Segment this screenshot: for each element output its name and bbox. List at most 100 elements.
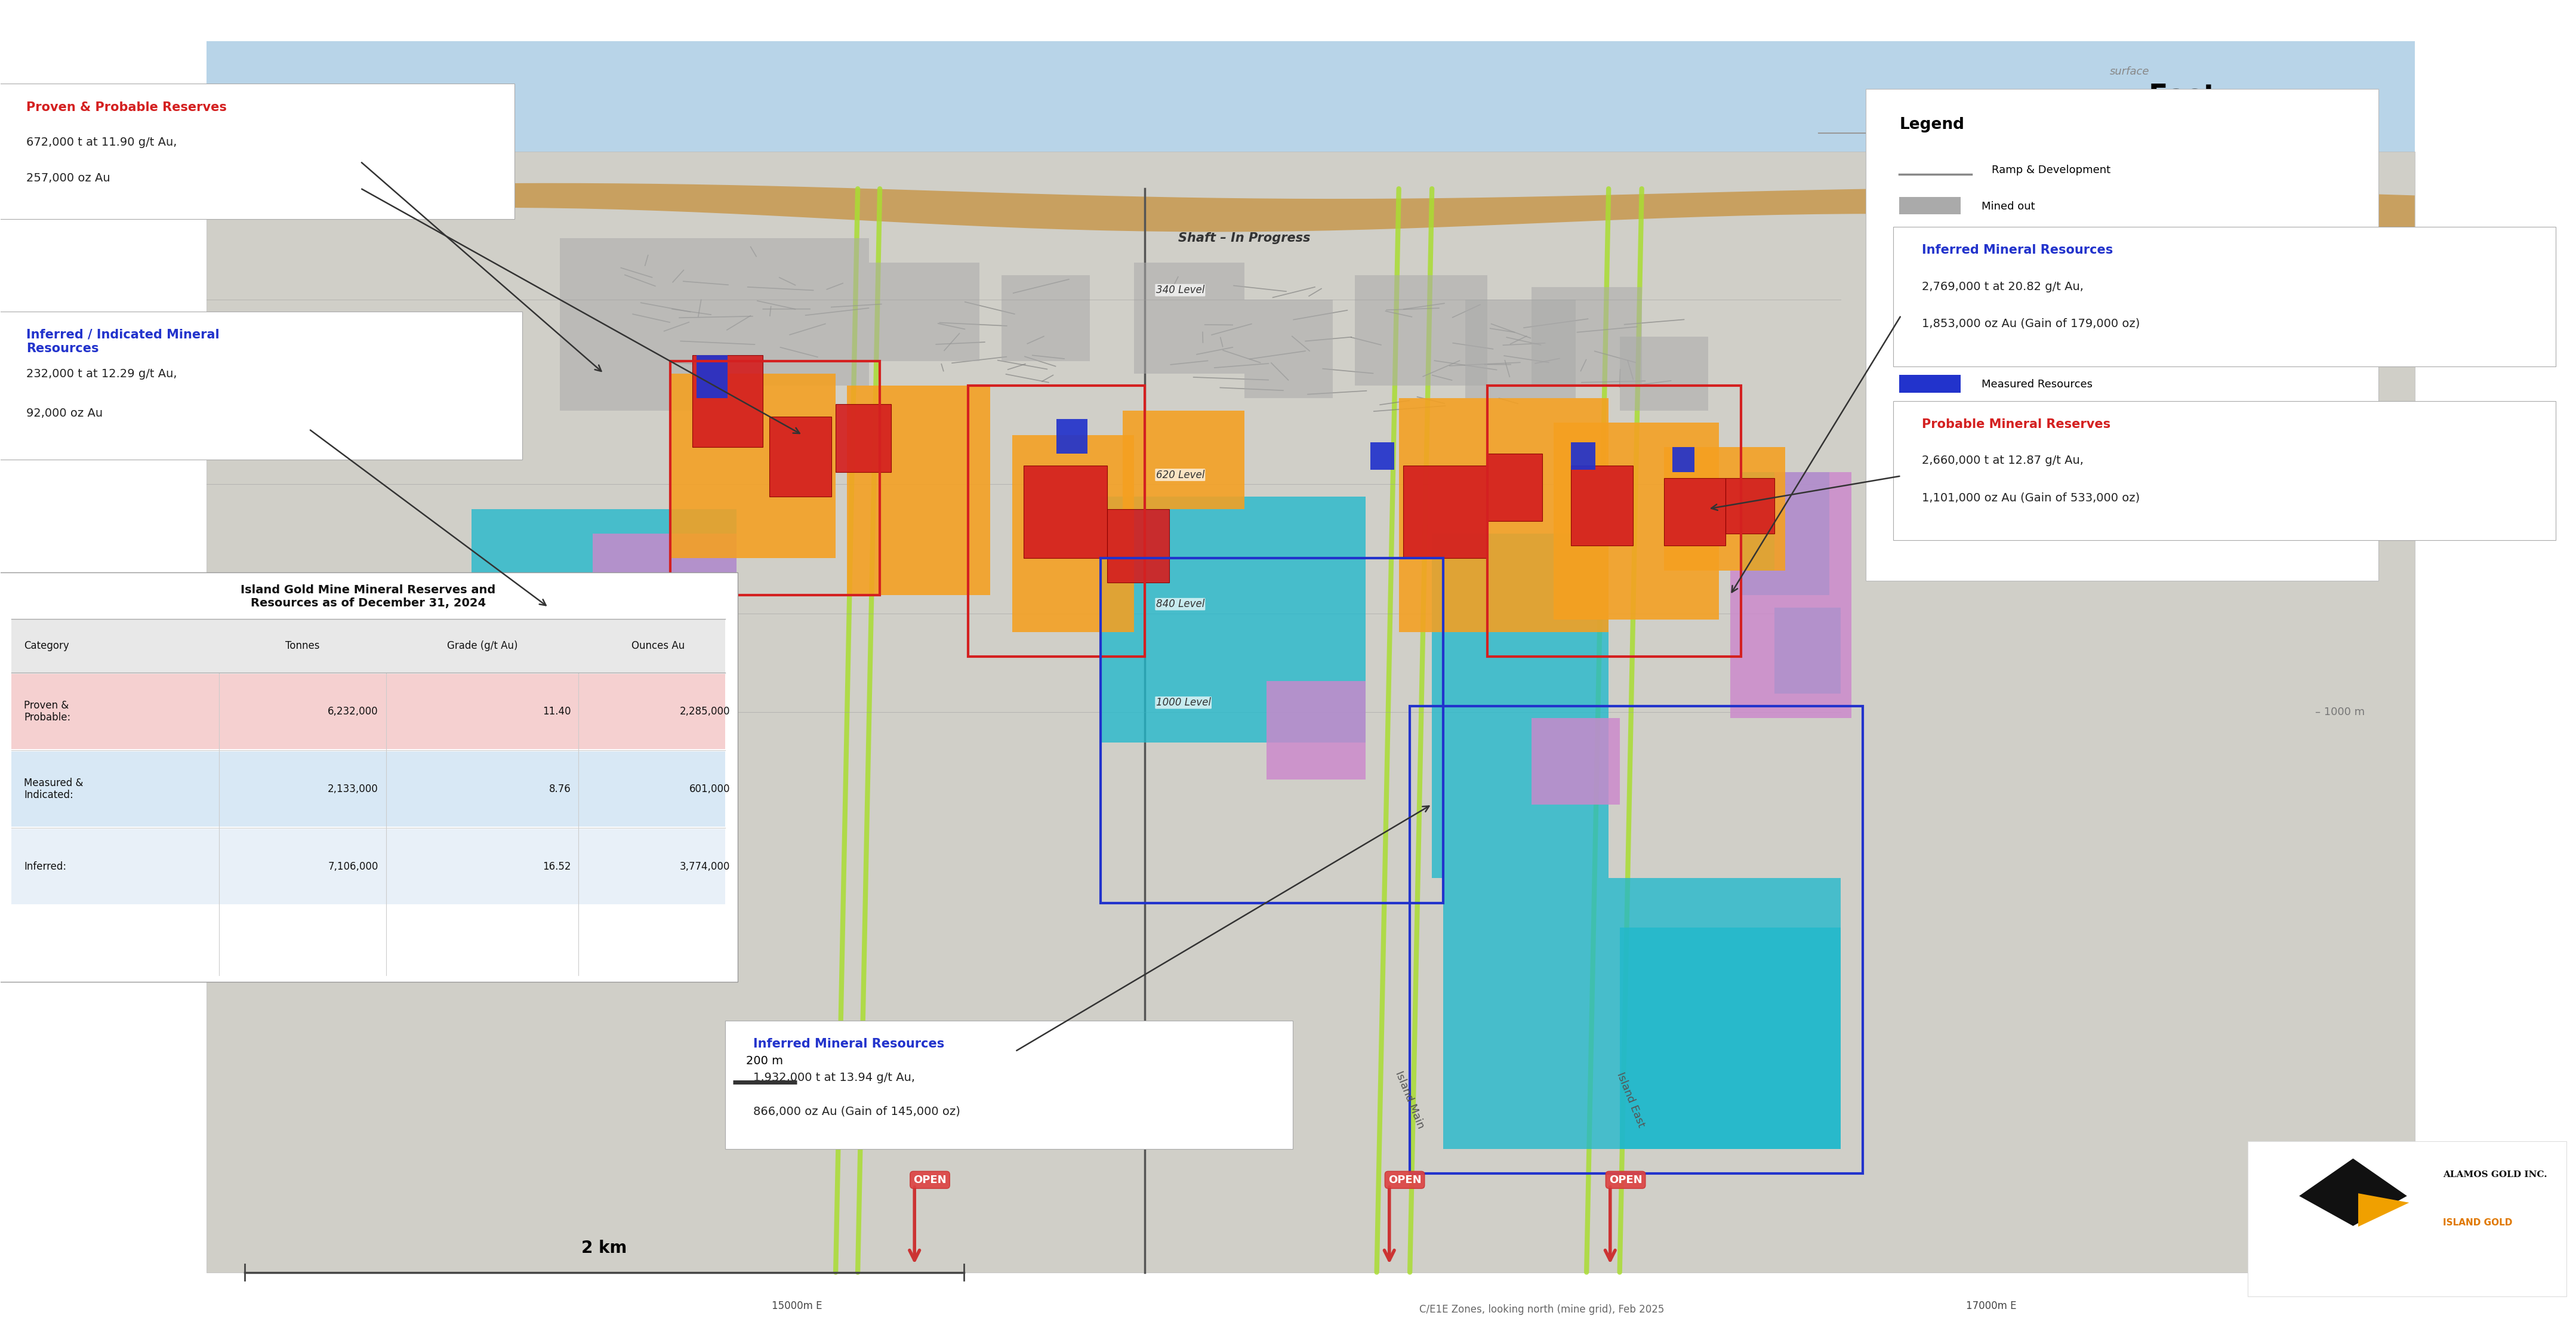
Text: Probable Reserves: Probable Reserves bbox=[1981, 346, 2081, 356]
FancyBboxPatch shape bbox=[0, 311, 523, 460]
FancyBboxPatch shape bbox=[670, 374, 835, 559]
FancyBboxPatch shape bbox=[693, 239, 868, 386]
Polygon shape bbox=[206, 184, 2414, 232]
Text: 232,000 t at 12.29 g/t Au,: 232,000 t at 12.29 g/t Au, bbox=[26, 369, 178, 379]
Text: 17000m E: 17000m E bbox=[1965, 1300, 2017, 1311]
Text: 1,932,000 t at 13.94 g/t Au,: 1,932,000 t at 13.94 g/t Au, bbox=[752, 1072, 914, 1083]
Text: C/E1E Zones, looking north (mine grid), Feb 2025: C/E1E Zones, looking north (mine grid), … bbox=[1419, 1304, 1664, 1315]
FancyBboxPatch shape bbox=[1899, 375, 1960, 393]
Text: Probable Mineral Reserves: Probable Mineral Reserves bbox=[1922, 418, 2110, 430]
FancyBboxPatch shape bbox=[1865, 88, 2378, 580]
FancyBboxPatch shape bbox=[1244, 300, 1332, 398]
FancyBboxPatch shape bbox=[1002, 275, 1090, 360]
FancyBboxPatch shape bbox=[471, 509, 737, 804]
FancyBboxPatch shape bbox=[1399, 398, 1607, 632]
FancyBboxPatch shape bbox=[2249, 1142, 2566, 1296]
Text: Proven & Probable Reserves: Proven & Probable Reserves bbox=[26, 102, 227, 113]
FancyBboxPatch shape bbox=[770, 417, 832, 497]
FancyBboxPatch shape bbox=[1775, 472, 1852, 571]
FancyBboxPatch shape bbox=[0, 572, 737, 982]
FancyBboxPatch shape bbox=[1731, 571, 1852, 718]
Text: Proven Reserves: Proven Reserves bbox=[1981, 312, 2071, 323]
FancyBboxPatch shape bbox=[1404, 466, 1486, 559]
FancyBboxPatch shape bbox=[1530, 718, 1620, 804]
FancyBboxPatch shape bbox=[1899, 308, 1960, 326]
FancyBboxPatch shape bbox=[206, 151, 2414, 1272]
Text: – 2000 m: – 2000 m bbox=[2316, 1168, 2365, 1179]
FancyBboxPatch shape bbox=[538, 804, 714, 927]
Text: Island Gold Mine Mineral Reserves and
Resources as of December 31, 2024: Island Gold Mine Mineral Reserves and Re… bbox=[240, 584, 495, 608]
Text: East: East bbox=[2148, 83, 2218, 110]
FancyBboxPatch shape bbox=[1108, 509, 1170, 583]
Text: 200 m: 200 m bbox=[747, 1055, 783, 1067]
Text: 620 Level: 620 Level bbox=[1157, 469, 1206, 480]
Text: Resource Gains: Resource Gains bbox=[1981, 520, 2066, 531]
FancyBboxPatch shape bbox=[1123, 410, 1244, 509]
FancyBboxPatch shape bbox=[206, 42, 2414, 163]
Text: 2,660,000 t at 12.87 g/t Au,: 2,660,000 t at 12.87 g/t Au, bbox=[1922, 456, 2084, 466]
Text: ALAMOS GOLD INC.: ALAMOS GOLD INC. bbox=[2442, 1170, 2548, 1179]
Text: 16.52: 16.52 bbox=[544, 862, 572, 872]
FancyBboxPatch shape bbox=[1726, 478, 1775, 533]
Text: surface: surface bbox=[2110, 67, 2151, 78]
Text: 3,774,000: 3,774,000 bbox=[680, 862, 729, 872]
Text: 92,000 oz Au: 92,000 oz Au bbox=[26, 407, 103, 419]
FancyBboxPatch shape bbox=[1432, 533, 1607, 878]
FancyBboxPatch shape bbox=[1443, 878, 1839, 1150]
Polygon shape bbox=[2357, 1194, 2409, 1226]
FancyBboxPatch shape bbox=[1893, 401, 2555, 540]
Text: West: West bbox=[309, 83, 389, 110]
Text: 1,853,000 oz Au (Gain of 179,000 oz): 1,853,000 oz Au (Gain of 179,000 oz) bbox=[1922, 318, 2141, 330]
FancyBboxPatch shape bbox=[848, 386, 989, 595]
Text: 601,000: 601,000 bbox=[690, 784, 729, 795]
Text: 6,232,000: 6,232,000 bbox=[327, 706, 379, 717]
Text: 1000 Level: 1000 Level bbox=[1157, 697, 1211, 708]
FancyBboxPatch shape bbox=[1267, 681, 1365, 780]
Text: OPEN: OPEN bbox=[914, 1175, 945, 1186]
FancyBboxPatch shape bbox=[1571, 466, 1633, 545]
Text: 1,101,000 oz Au (Gain of 533,000 oz): 1,101,000 oz Au (Gain of 533,000 oz) bbox=[1922, 492, 2141, 504]
Text: Ounces Au: Ounces Au bbox=[631, 641, 685, 651]
Text: Reserve Gains: Reserve Gains bbox=[1981, 486, 2058, 497]
FancyBboxPatch shape bbox=[696, 355, 726, 398]
Text: Crown pillar: Crown pillar bbox=[1986, 122, 2050, 133]
FancyBboxPatch shape bbox=[1741, 472, 1829, 595]
FancyBboxPatch shape bbox=[1620, 927, 1839, 1150]
FancyBboxPatch shape bbox=[1775, 607, 1839, 694]
FancyBboxPatch shape bbox=[1530, 287, 1641, 386]
FancyBboxPatch shape bbox=[1571, 442, 1595, 469]
Text: Ramp & Development: Ramp & Development bbox=[1991, 165, 2110, 176]
FancyBboxPatch shape bbox=[1893, 226, 2555, 366]
Text: Mined out: Mined out bbox=[1981, 201, 2035, 212]
FancyBboxPatch shape bbox=[693, 355, 762, 448]
FancyBboxPatch shape bbox=[1899, 342, 1960, 359]
FancyBboxPatch shape bbox=[868, 263, 979, 360]
Text: Tonnes: Tonnes bbox=[286, 641, 319, 651]
Text: 340 Level: 340 Level bbox=[1157, 285, 1206, 296]
Text: – 1000 m: – 1000 m bbox=[2316, 706, 2365, 717]
Text: Inferred:: Inferred: bbox=[23, 862, 67, 872]
Polygon shape bbox=[2300, 1159, 2406, 1226]
FancyBboxPatch shape bbox=[1899, 409, 1960, 426]
Text: Island West: Island West bbox=[920, 1069, 951, 1131]
Text: Grade (g/t Au): Grade (g/t Au) bbox=[448, 641, 518, 651]
Text: R & R Year End 2024: R & R Year End 2024 bbox=[1899, 271, 2022, 281]
FancyBboxPatch shape bbox=[1056, 419, 1087, 453]
Text: Island Main: Island Main bbox=[1394, 1069, 1427, 1130]
FancyBboxPatch shape bbox=[559, 239, 693, 410]
FancyBboxPatch shape bbox=[1023, 466, 1108, 559]
Text: 840 Level: 840 Level bbox=[1157, 599, 1206, 610]
Text: 7,106,000: 7,106,000 bbox=[327, 862, 379, 872]
FancyBboxPatch shape bbox=[1133, 263, 1244, 374]
FancyBboxPatch shape bbox=[1664, 478, 1726, 545]
Text: Island East: Island East bbox=[1615, 1071, 1646, 1130]
Text: 2,769,000 t at 20.82 g/t Au,: 2,769,000 t at 20.82 g/t Au, bbox=[1922, 281, 2084, 292]
Text: Measured &
Indicated:: Measured & Indicated: bbox=[23, 777, 82, 801]
Text: Proven &
Probable:: Proven & Probable: bbox=[23, 699, 70, 724]
Text: 8.76: 8.76 bbox=[549, 784, 572, 795]
Text: OPEN: OPEN bbox=[1610, 1175, 1641, 1186]
Text: Diabase Dyke: Diabase Dyke bbox=[1981, 235, 2056, 245]
FancyBboxPatch shape bbox=[1486, 453, 1543, 521]
Text: Category: Category bbox=[23, 641, 70, 651]
FancyBboxPatch shape bbox=[10, 674, 724, 749]
